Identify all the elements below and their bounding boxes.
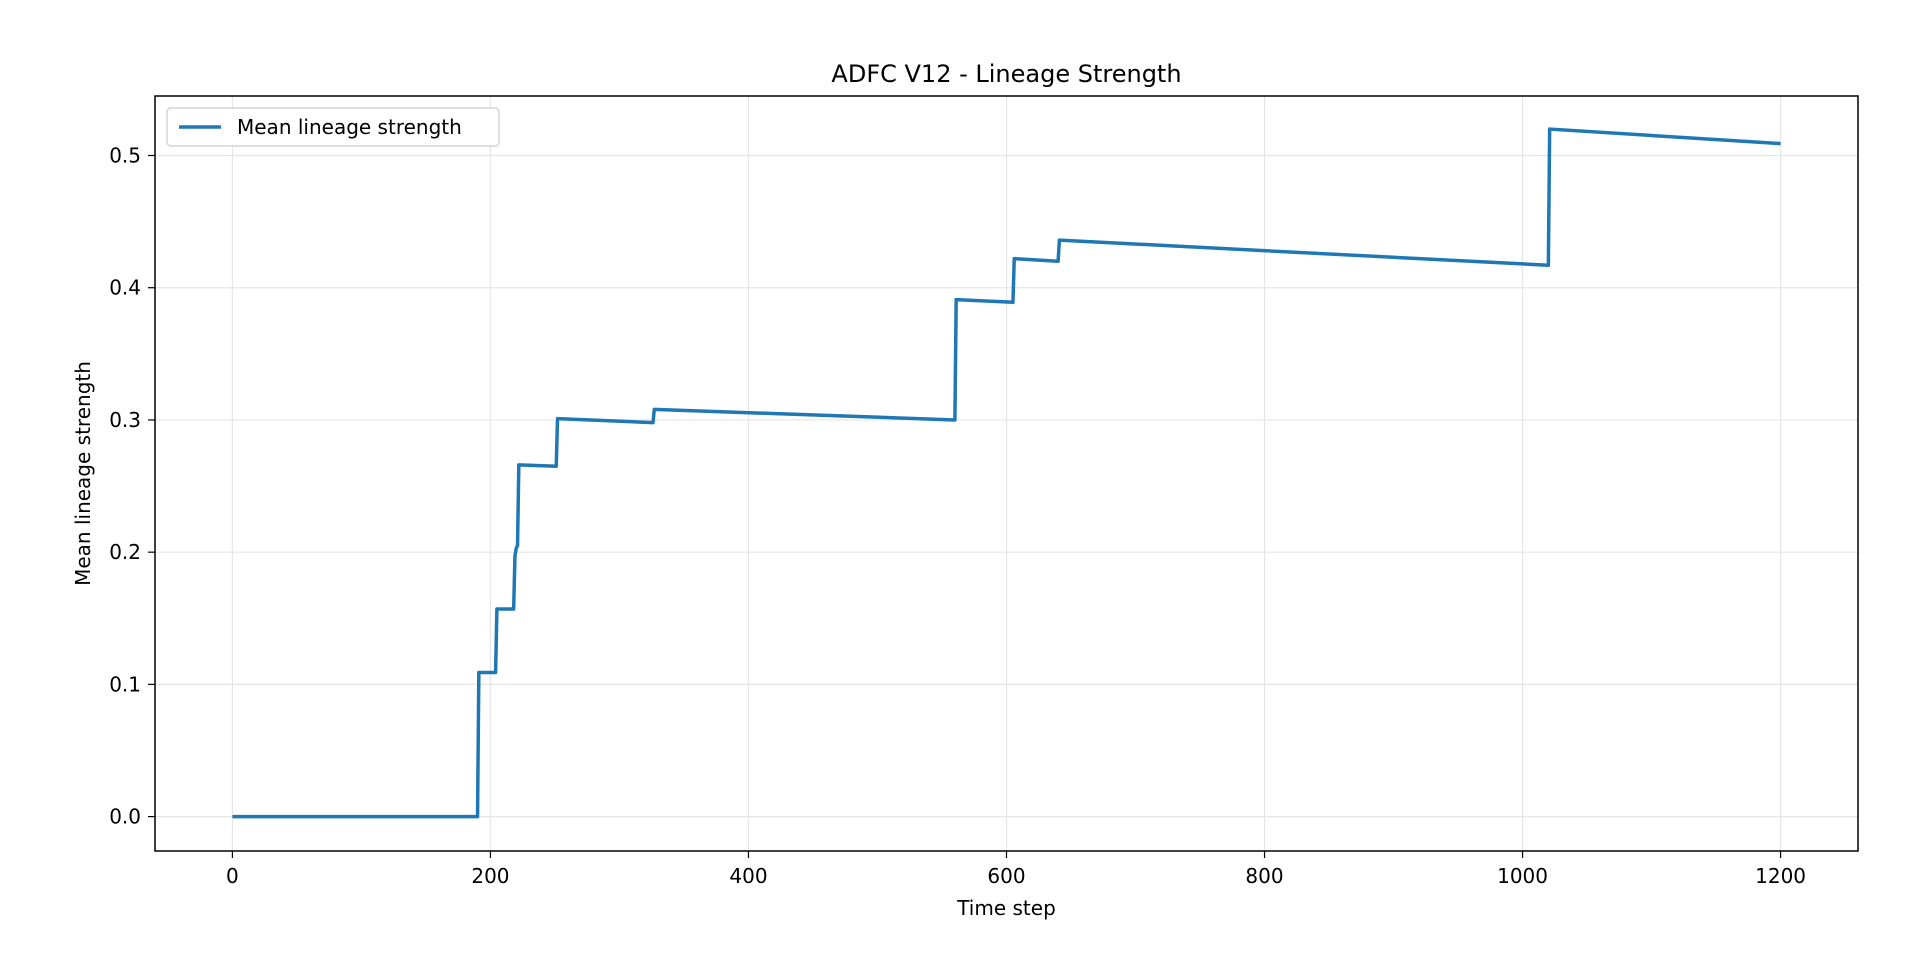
- y-tick-label: 0.4: [109, 276, 141, 300]
- y-tick-label: 0.5: [109, 144, 141, 168]
- legend-box: [166, 107, 500, 147]
- series-layer: [232, 127, 1781, 819]
- y-tick-label: 0.3: [109, 408, 141, 432]
- x-tick-label: 800: [1245, 864, 1283, 888]
- legend-entry-mean-lineage-strength: Mean lineage strength: [237, 115, 462, 139]
- chart-title: ADFC V12 - Lineage Strength: [831, 60, 1181, 88]
- legend: Mean lineage strength: [166, 107, 500, 147]
- x-tick-label: 400: [729, 864, 767, 888]
- x-tick-label: 1000: [1497, 864, 1548, 888]
- series-line-mean-lineage-strength: [232, 127, 1781, 819]
- x-tick-label: 1200: [1755, 864, 1806, 888]
- x-tick-label: 0: [226, 864, 239, 888]
- x-tick-label: 600: [987, 864, 1025, 888]
- y-axis-label: Mean lineage strength: [71, 361, 95, 586]
- x-axis-ticks: 0 200 400 600 800 1000 1200: [226, 851, 1806, 888]
- y-tick-label: 0.2: [109, 540, 141, 564]
- grid: [155, 96, 1858, 851]
- x-axis-label: Time step: [956, 896, 1056, 920]
- y-axis-ticks: 0.0 0.1 0.2 0.3 0.4 0.5: [109, 144, 155, 829]
- x-tick-label: 200: [471, 864, 509, 888]
- y-tick-label: 0.0: [109, 805, 141, 829]
- y-tick-label: 0.1: [109, 672, 141, 696]
